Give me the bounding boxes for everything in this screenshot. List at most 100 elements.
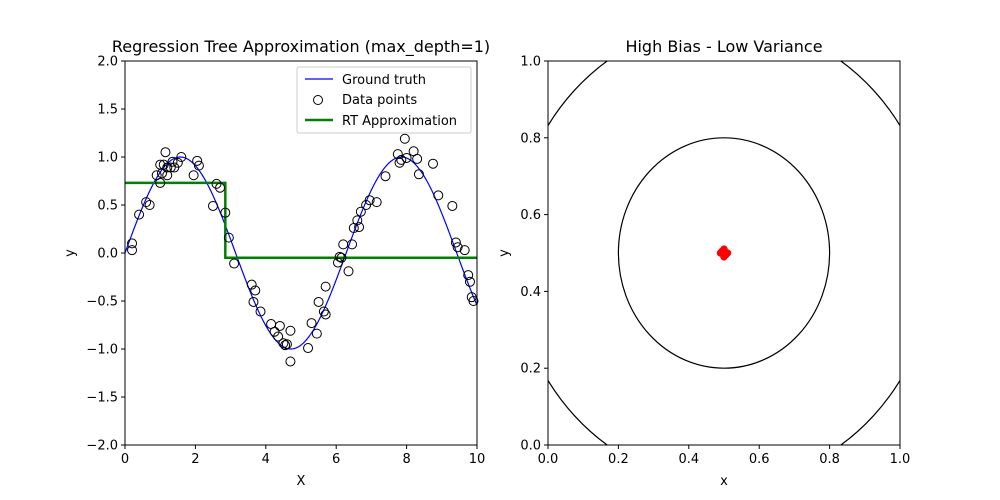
inner-circle [617, 137, 831, 369]
x-tick-label: 2 [191, 452, 199, 467]
right-axes-frame [547, 60, 901, 446]
data-point [343, 266, 354, 277]
data-point [250, 285, 261, 296]
data-point [355, 206, 366, 217]
y-tick-label: −2.0 [86, 439, 118, 454]
y-tick-label: 1.0 [520, 55, 541, 70]
x-tick-label: 0.2 [608, 452, 629, 467]
x-tick-label: 1.0 [890, 452, 911, 467]
y-tick-label: 0.6 [520, 208, 541, 223]
data-point [155, 177, 166, 188]
data-point [468, 296, 479, 306]
x-tick-label: 0.8 [819, 452, 840, 467]
data-point [158, 159, 169, 170]
y-tick-label: −1.0 [86, 343, 118, 358]
data-point [162, 162, 173, 173]
data-point [354, 222, 365, 233]
data-point [127, 238, 138, 249]
x-tick-label: 0.0 [538, 452, 559, 467]
x-tick-label: 10 [469, 452, 486, 467]
right-plot-content [548, 61, 900, 445]
data-point [334, 251, 345, 262]
data-point [447, 200, 458, 211]
data-point [285, 325, 296, 336]
data-point [396, 154, 407, 165]
data-point [433, 190, 444, 201]
data-point [285, 356, 296, 367]
data-point [188, 170, 199, 181]
x-tick-label: 6 [332, 452, 340, 467]
y-tick-label: 0.0 [97, 247, 118, 262]
y-tick-label: −0.5 [86, 295, 118, 310]
rt-approximation-line [125, 181, 477, 260]
y-tick-label: 1.5 [97, 103, 118, 118]
left-legend: Ground truth Data points RT Approximatio… [296, 66, 472, 134]
x-tick-label: 4 [262, 452, 270, 467]
data-point [452, 242, 463, 253]
data-point [450, 237, 461, 248]
data-point [303, 343, 314, 354]
data-point [464, 276, 475, 287]
data-point [352, 215, 363, 226]
data-point [463, 270, 474, 281]
prediction-point [722, 251, 730, 259]
data-point [192, 155, 203, 166]
data-point [215, 182, 226, 193]
left-axis-ticks: 0 2 4 6 8 10 −2.0 −1.5 −1.0 −0.5 0.0 0.5 1.0 1.5 2.0 [86, 55, 485, 468]
data-point [320, 309, 331, 320]
data-point [248, 296, 259, 307]
data-point [280, 340, 291, 351]
left-chart-title: Regression Tree Approximation (max_depth… [112, 37, 490, 57]
right-y-axis-label: y [497, 249, 512, 257]
data-point [394, 157, 405, 168]
data-point [306, 318, 317, 329]
x-tick-label: 8 [402, 452, 410, 467]
data-point [347, 239, 358, 250]
data-point [401, 152, 412, 163]
right-x-axis-label: x [720, 474, 728, 489]
data-point [223, 232, 234, 243]
data-point [141, 197, 152, 208]
x-tick-label: 0.6 [749, 452, 770, 467]
data-point [273, 331, 284, 342]
data-point [364, 195, 375, 206]
data-point [313, 296, 324, 307]
y-tick-label: 0.0 [520, 439, 541, 454]
x-tick-label: 0.4 [678, 452, 699, 467]
data-point [127, 245, 138, 256]
data-point [165, 162, 176, 173]
right-chart-title: High Bias - Low Variance [625, 37, 822, 56]
right-axis-ticks: 0.0 0.2 0.4 0.6 0.8 1.0 0.0 0.2 0.4 0.6 0.8 1.0 [520, 55, 910, 468]
data-point [320, 281, 331, 292]
x-tick-label: 0 [121, 452, 129, 467]
data-point [246, 279, 257, 290]
data-point [172, 157, 183, 168]
legend-box [296, 66, 472, 134]
data-point [255, 306, 266, 317]
y-tick-label: 0.4 [520, 285, 541, 300]
left-x-axis-label: X [297, 474, 306, 489]
data-point [380, 171, 391, 182]
data-point [167, 156, 178, 167]
left-plot-content [124, 133, 479, 367]
y-tick-label: 0.5 [97, 199, 118, 214]
data-point [459, 245, 470, 256]
regression-tree-panel: Regression Tree Approximation (max_depth… [63, 37, 490, 489]
data-point [134, 209, 145, 220]
ground-truth-line [124, 156, 478, 350]
data-point [399, 133, 410, 144]
data-point [428, 158, 438, 169]
data-point [274, 320, 285, 331]
data-point [229, 258, 240, 269]
data-point [160, 147, 171, 158]
data-point [413, 169, 424, 180]
y-tick-label: 0.2 [520, 362, 541, 377]
y-tick-label: 2.0 [97, 55, 118, 70]
data-point [336, 252, 347, 263]
legend-ground-truth-label: Ground truth [342, 73, 426, 88]
data-point [311, 328, 322, 339]
legend-rt-approximation-label: RT Approximation [342, 114, 457, 129]
data-point [193, 160, 204, 171]
data-point [176, 152, 187, 162]
